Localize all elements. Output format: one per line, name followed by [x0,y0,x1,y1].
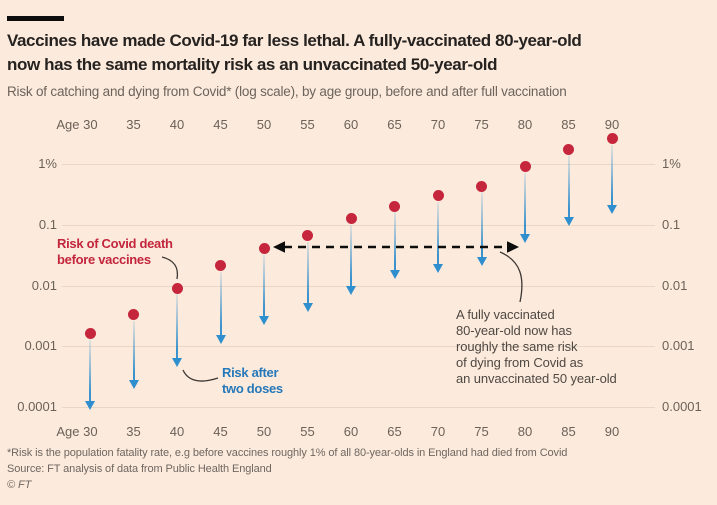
chart-title: Vaccines have made Covid-19 far less let… [7,29,713,77]
comparison-arrow-left-head [273,241,285,253]
after-arrowhead [476,256,487,266]
grid-line [62,346,655,348]
before-dot [302,230,313,242]
after-arrow-stem [393,212,396,271]
source-line: Source: FT analysis of data from Public … [7,463,272,475]
copyright: © FT [7,479,32,491]
after-arrow-stem [350,224,352,287]
comparison-arrow-right-head [507,241,519,253]
x-axis-label-top: 75 [474,117,489,132]
x-axis-label-bottom: 40 [169,424,185,439]
after-arrow-stem [263,254,265,318]
grid-line [62,407,655,408]
y-tick-label-left: 0.1 [38,216,57,232]
grid-line [62,224,655,226]
after-arrowhead [215,334,226,344]
before-dot [519,161,531,173]
after-arrow-stem [132,320,135,381]
annotation-before-vaccines: Risk of Covid death before vaccines [57,236,173,267]
x-axis-label-top: 45 [213,117,228,132]
before-dot [345,213,357,225]
after-arrowhead [128,379,139,389]
x-axis-label-top: 85 [561,117,576,132]
after-arrowhead [563,217,574,227]
x-axis-label-bottom: 45 [213,424,228,439]
after-arrow-stem [437,201,439,266]
after-arrowhead [302,303,313,313]
after-arrow-stem [611,144,613,207]
after-arrow-stem [480,192,483,258]
x-axis-label-top: 35 [126,117,141,132]
before-dot [128,309,139,321]
x-axis-label-bottom: 85 [561,424,576,439]
x-axis-label-bottom: 60 [343,424,359,439]
before-dot [563,143,574,155]
x-axis-label-bottom: 50 [256,424,272,439]
before-dot [476,180,487,192]
chart-title-line-2: now has the same mortality risk as an un… [7,55,498,74]
x-axis-label-top: 55 [300,117,315,132]
x-axis-label-top: 50 [256,117,272,132]
y-tick-label-right: 0.001 [662,338,695,354]
after-arrowhead [433,264,443,274]
after-arrow-stem [219,271,222,336]
before-dot [84,328,96,340]
x-axis-label-bottom: 90 [604,424,620,439]
y-tick-label-left: 0.001 [24,338,57,354]
grid-line [62,164,655,165]
before-dot [171,282,183,294]
after-arrow-stem [306,241,309,305]
x-axis-label-top: Age 30 [56,117,98,132]
before-dot [389,200,400,212]
x-axis-label-bottom: 65 [387,424,402,439]
after-arrowhead [389,269,400,279]
chart-title-line-1: Vaccines have made Covid-19 far less let… [7,31,582,50]
x-axis-label-top: 65 [387,117,402,132]
after-arrowhead [607,205,617,215]
y-tick-label-left: 1% [38,156,57,171]
x-axis-label-top: 40 [169,117,185,132]
before-dot [215,260,226,272]
x-axis-label-top: 80 [517,117,533,132]
x-axis-label-bottom: 70 [430,424,446,439]
grid-line [62,285,655,287]
connector-after-annotation [182,369,219,382]
after-arrowhead [172,358,182,368]
x-axis-label-top: 70 [430,117,446,132]
y-tick-label-right: 0.1 [662,216,681,232]
x-axis-label-bottom: Age 30 [56,424,98,439]
after-arrowhead [346,285,356,295]
accent-bar [7,16,64,21]
footnote: *Risk is the population fatality rate, e… [7,447,568,459]
after-arrowhead [259,316,269,326]
after-arrow-stem [567,155,570,219]
after-arrow-stem [89,339,91,402]
after-arrowhead [85,400,95,410]
y-tick-label-left: 0.01 [31,277,57,293]
y-tick-label-right: 1% [662,156,681,171]
x-axis-label-bottom: 35 [126,424,141,439]
after-arrow-stem [176,294,178,360]
connector-comparison-annotation [499,251,523,303]
annotation-after-two-doses: Risk after two doses [222,365,283,396]
x-axis-label-bottom: 55 [300,424,315,439]
annotation-comparison: A fully vaccinated 80-year-old now has r… [456,307,617,386]
x-axis-label-bottom: 80 [517,424,533,439]
chart-subtitle: Risk of catching and dying from Covid* (… [7,84,567,99]
before-dot [606,133,618,145]
y-tick-label-left: 0.0001 [17,399,57,414]
after-arrow-stem [524,172,526,236]
x-axis-label-bottom: 75 [474,424,489,439]
y-tick-label-right: 0.01 [662,277,688,293]
y-tick-label-right: 0.0001 [662,399,702,414]
before-dot [432,190,444,202]
after-arrowhead [520,234,530,244]
x-axis-label-top: 90 [604,117,620,132]
before-dot [258,243,270,255]
x-axis-label-top: 60 [343,117,359,132]
